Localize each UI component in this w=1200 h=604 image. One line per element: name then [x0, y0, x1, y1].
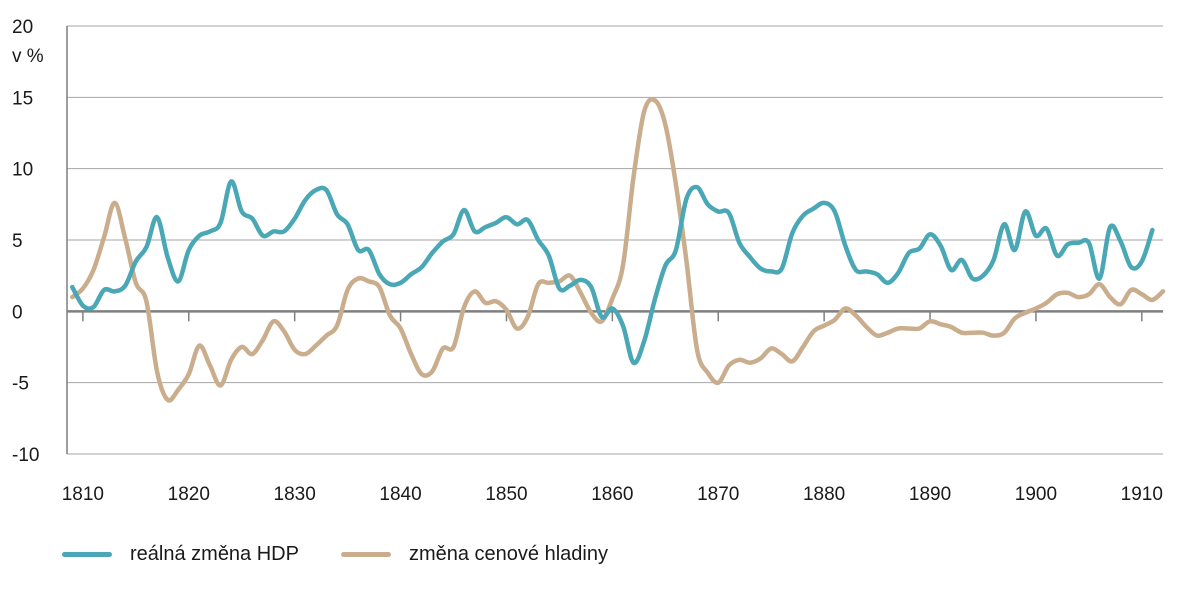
x-tick-label: 1810 — [62, 484, 104, 505]
x-tick-label: 1880 — [803, 484, 845, 505]
y-tick-label: 20 — [12, 17, 33, 38]
x-tick-label: 1910 — [1121, 484, 1163, 505]
y-tick-label: 0 — [12, 302, 23, 323]
legend-label-gdp: reálná změna HDP — [130, 543, 299, 565]
y-tick-label: 10 — [12, 160, 33, 181]
y-tick-labels: -10 -5 0 5 10 15 20 — [12, 17, 39, 466]
legend-item-price: změna cenové hladiny — [340, 543, 608, 566]
series-line-price — [70, 97, 1166, 403]
x-tick-label: 1830 — [274, 484, 316, 505]
grid-lines — [67, 25, 1163, 455]
legend: reálná změna HDP změna cenové hladiny — [62, 543, 650, 566]
series-line-gdp — [70, 179, 1155, 366]
legend-swatch-price — [340, 552, 391, 557]
y-tick-label: 15 — [12, 88, 33, 109]
x-tick-label: 1840 — [379, 484, 421, 505]
y-tick-label: 5 — [12, 231, 23, 252]
legend-item-gdp: reálná změna HDP — [62, 543, 299, 566]
x-tick-labels: 1810 1820 1830 1840 1850 1860 1870 1880 1890 1900… — [62, 484, 1163, 505]
x-tick-label: 1890 — [909, 484, 951, 505]
y-axis-unit-label: v % — [12, 46, 44, 67]
x-tick-label: 1900 — [1015, 484, 1057, 505]
series-lines — [70, 97, 1166, 403]
legend-label-price: změna cenové hladiny — [408, 543, 608, 565]
x-tick-label: 1860 — [591, 484, 633, 505]
x-tick-label: 1850 — [485, 484, 527, 505]
legend-swatch-gdp — [62, 552, 112, 557]
y-tick-label: -10 — [12, 445, 39, 466]
x-tick-label: 1820 — [168, 484, 210, 505]
x-tick-label: 1870 — [697, 484, 739, 505]
y-tick-label: -5 — [12, 374, 29, 395]
